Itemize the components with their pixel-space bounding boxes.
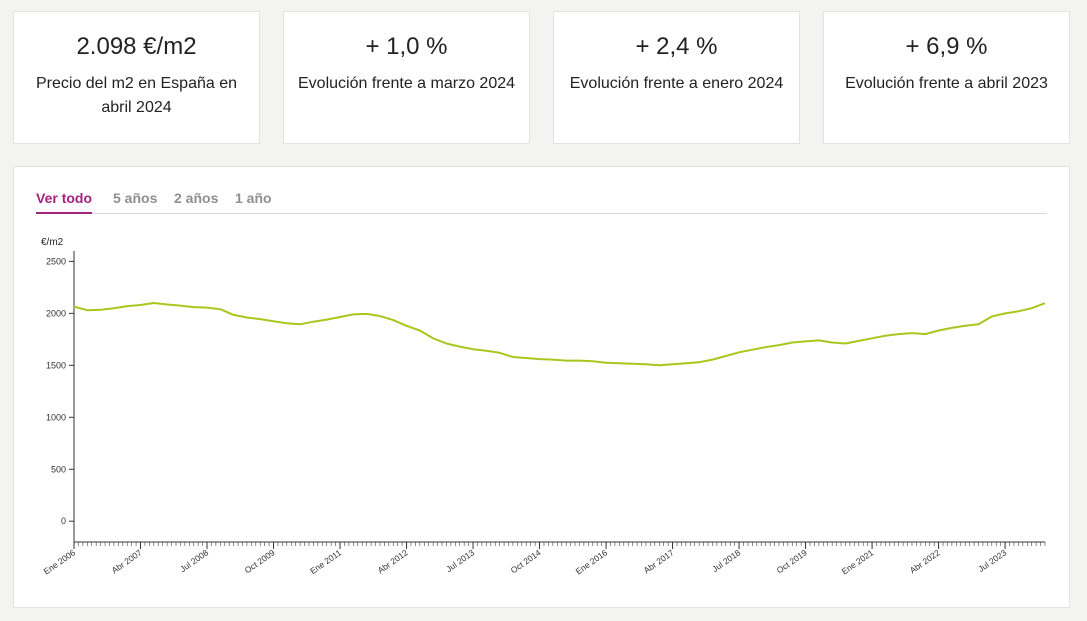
card-price-desc: Precio del m2 en España en abril 2024 [35,75,237,116]
x-tick-label: Jul 2013 [444,547,476,574]
card-ytd-change-value: + 2,4 % [635,33,718,60]
chart-panel: Ver todo 5 años 2 años 1 año €/m2 0 500 100… [13,166,1070,608]
y-tick-label: 0 [61,516,66,526]
x-tick-label: Ene 2006 [42,547,78,576]
y-tick-label: 1000 [46,412,66,422]
tab-2-anos[interactable]: 2 años [174,190,219,206]
x-tick-label: Jul 2023 [976,547,1008,574]
x-tick-label: Abr 2022 [908,547,942,575]
x-tick-label: Abr 2012 [376,547,410,575]
y-tick-label: 2500 [46,256,66,266]
x-tick-label: Abr 2007 [110,547,144,575]
price-series-line [73,302,1046,367]
card-monthly-change-desc: Evolución frente a marzo 2024 [298,75,516,92]
x-tick-label: Oct 2009 [243,547,277,575]
price-chart: €/m2 0 500 1000 1500 2000 2500 Ene 2006 Abr 2007… [41,237,1046,577]
range-tabs: Ver todo 5 años 2 años 1 año [36,187,1047,214]
y-tick-label: 1500 [46,360,66,370]
tab-5-anos[interactable]: 5 años [113,190,158,206]
card-yearly-change-value: + 6,9 % [905,33,988,60]
card-yearly-change-desc: Evolución frente a abril 2023 [845,75,1048,92]
x-tick-label: Jul 2008 [178,547,210,574]
y-tick-label: 2000 [46,308,66,318]
card-ytd-change-desc: Evolución frente a enero 2024 [569,75,784,92]
card-yearly-change: + 6,9 % Evolución frente a abril 2023 [823,11,1070,144]
y-axis-label: €/m2 [41,237,64,248]
summary-cards: 2.098 €/m2 Precio del m2 en España en ab… [13,11,1070,144]
card-price: 2.098 €/m2 Precio del m2 en España en ab… [13,11,260,144]
card-monthly-change-value: + 1,0 % [365,33,448,60]
card-monthly-change: + 1,0 % Evolución frente a marzo 2024 [283,11,530,144]
tab-1-ano[interactable]: 1 año [235,190,272,206]
card-price-value: 2.098 €/m2 [76,33,197,60]
tab-ver-todo[interactable]: Ver todo [36,187,93,214]
x-tick-label: Jul 2018 [710,547,742,574]
card-ytd-change: + 2,4 % Evolución frente a enero 2024 [553,11,800,144]
x-tick-label: Oct 2014 [509,547,543,575]
y-tick-label: 500 [51,464,66,474]
x-tick-label: Oct 2019 [775,547,809,575]
x-tick-label: Ene 2016 [574,547,610,576]
x-tick-label: Ene 2021 [840,547,876,576]
x-tick-label: Abr 2017 [642,547,676,575]
x-tick-label: Ene 2011 [308,547,343,576]
